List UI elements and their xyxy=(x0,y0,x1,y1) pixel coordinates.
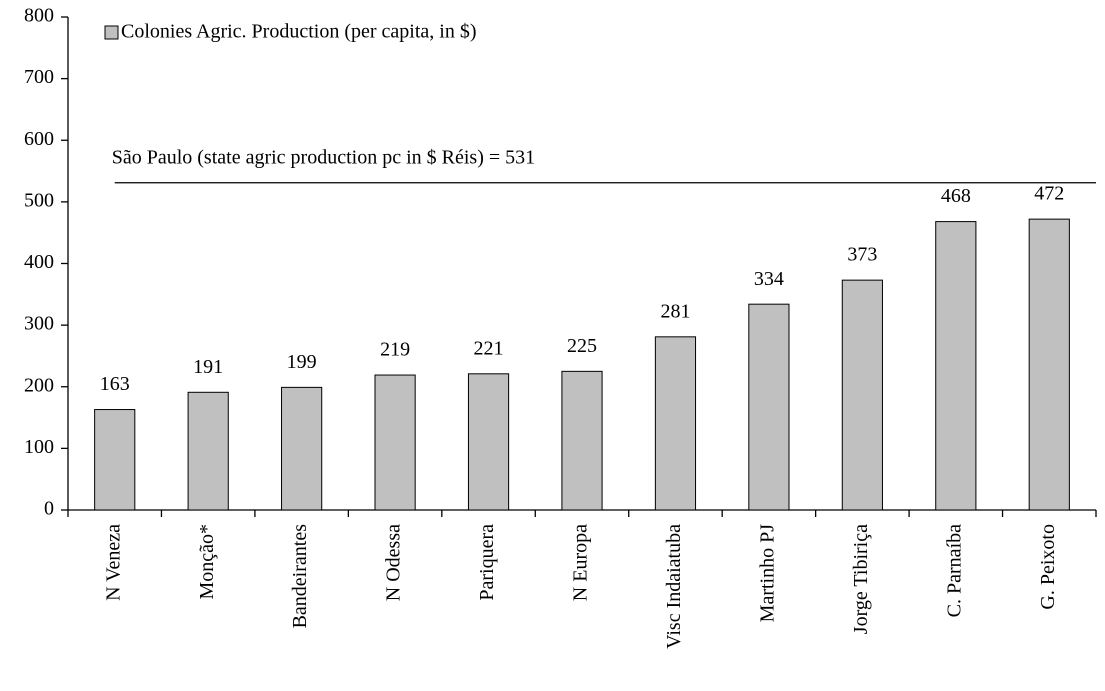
x-tick-label: Martinho PJ xyxy=(757,524,779,623)
legend-swatch xyxy=(104,25,119,40)
y-tick-label: 700 xyxy=(24,66,54,88)
bar xyxy=(187,391,229,511)
data-label: 163 xyxy=(100,373,130,395)
bar xyxy=(374,374,416,511)
data-label: 199 xyxy=(287,351,317,373)
bar xyxy=(281,386,323,511)
y-tick-label: 400 xyxy=(24,251,54,273)
bar xyxy=(94,409,136,511)
x-tick-label: N Odessa xyxy=(383,524,405,601)
x-tick-label: Monção* xyxy=(196,524,218,600)
x-tick-label: Bandeirantes xyxy=(289,524,311,629)
data-label: 373 xyxy=(847,244,877,266)
reference-label: São Paulo (state agric production pc in … xyxy=(112,146,535,168)
data-label: 221 xyxy=(474,337,504,359)
data-label: 468 xyxy=(941,185,971,207)
legend-label: Colonies Agric. Production (per capita, … xyxy=(121,21,476,43)
bar xyxy=(1028,218,1070,511)
y-tick-label: 600 xyxy=(24,128,54,150)
bar xyxy=(748,303,790,511)
bar xyxy=(561,370,603,511)
x-tick-label: N Europa xyxy=(570,524,592,601)
y-tick-label: 0 xyxy=(44,498,54,520)
bar xyxy=(935,221,977,511)
x-tick-label: C. Parnaíba xyxy=(943,524,965,617)
bar xyxy=(654,336,697,511)
data-label: 281 xyxy=(660,300,690,322)
y-tick-label: 500 xyxy=(24,189,54,211)
bar xyxy=(841,279,883,511)
x-tick-label: N Veneza xyxy=(102,524,124,601)
bar xyxy=(467,373,510,511)
data-label: 334 xyxy=(754,268,784,290)
y-tick-label: 100 xyxy=(24,436,54,458)
data-label: 225 xyxy=(567,335,597,357)
y-tick-label: 200 xyxy=(24,374,54,396)
x-tick-label: Jorge Tibiriça xyxy=(850,524,872,634)
legend: Colonies Agric. Production (per capita, … xyxy=(104,21,476,43)
data-label: 219 xyxy=(380,339,410,361)
x-tick-label: G. Peixoto xyxy=(1037,524,1059,610)
x-tick-label: Visc Indaiatuba xyxy=(663,524,685,649)
y-tick-label: 800 xyxy=(24,5,54,27)
data-label: 191 xyxy=(193,356,223,378)
x-tick-label: Pariquera xyxy=(476,524,498,601)
data-label: 472 xyxy=(1034,183,1064,205)
y-tick-label: 300 xyxy=(24,313,54,335)
